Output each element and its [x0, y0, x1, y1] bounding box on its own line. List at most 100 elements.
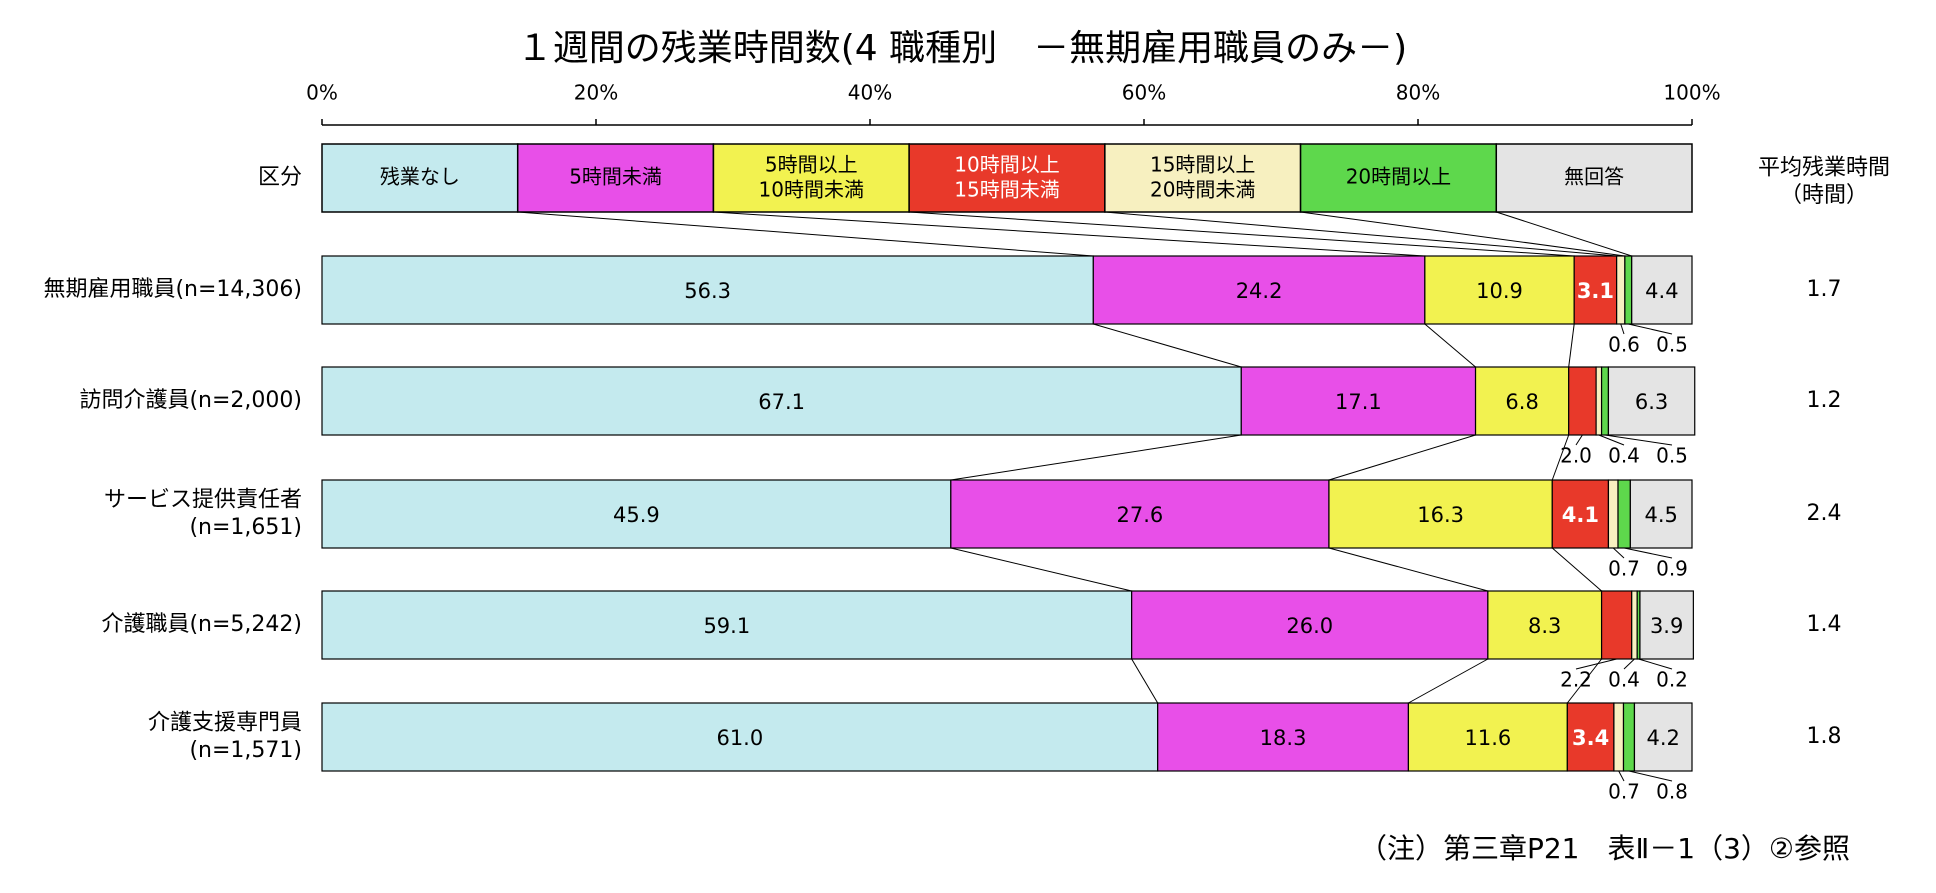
- bar-segment: [950, 479, 1330, 549]
- connector: [1328, 434, 1476, 481]
- value-label: 3.1: [1577, 279, 1614, 303]
- bar-segment: [1600, 366, 1610, 436]
- connector: [713, 211, 1425, 257]
- bar-segment: [1600, 590, 1633, 660]
- legend-entry: 15時間以上 20時間未満: [1150, 152, 1255, 201]
- value-label: 10.9: [1476, 279, 1523, 303]
- leader-line: [1598, 434, 1625, 446]
- legend-entry: 20時間以上: [1346, 165, 1451, 189]
- y-tick-label: 介護職員(n=5,242): [101, 612, 302, 637]
- average-value: 1.8: [1807, 724, 1842, 749]
- bar-segment: [1607, 366, 1696, 436]
- leader-line: [1638, 658, 1673, 670]
- bar-segment: [1328, 479, 1553, 549]
- leader-line: [1624, 547, 1673, 559]
- average-value: 2.4: [1807, 501, 1842, 526]
- leader-line: [1623, 658, 1635, 670]
- value-label: 16.3: [1417, 503, 1464, 527]
- connector: [1496, 211, 1632, 257]
- value-label: 0.5: [1656, 333, 1688, 357]
- value-label: 61.0: [716, 726, 763, 750]
- bar-segment: [1622, 702, 1636, 772]
- x-tick-label: 60%: [1122, 81, 1166, 105]
- legend-swatch: [1495, 143, 1693, 213]
- value-label: 26.0: [1286, 614, 1333, 638]
- bar-segment: [1092, 255, 1426, 325]
- value-label: 3.9: [1650, 614, 1683, 638]
- connector: [1093, 323, 1242, 368]
- legend-entry: 5時間以上 10時間未満: [759, 152, 864, 201]
- legend-swatch: [321, 143, 519, 213]
- value-label: 6.3: [1635, 390, 1668, 414]
- value-label: 2.2: [1560, 668, 1592, 692]
- x-tick-label: 80%: [1396, 81, 1440, 105]
- averages-header: 平均残業時間（時間）: [1758, 155, 1890, 208]
- legend-swatch: [1104, 143, 1302, 213]
- legend-entry: 10時間以上 15時間未満: [954, 152, 1059, 201]
- value-label: 45.9: [613, 503, 660, 527]
- value-label: 0.4: [1608, 444, 1640, 468]
- connector: [1551, 547, 1602, 592]
- bar-segment: [1240, 366, 1477, 436]
- legend-swatch: [908, 143, 1106, 213]
- connector: [950, 547, 1132, 592]
- value-label: 18.3: [1260, 726, 1307, 750]
- bar-segment: [1568, 366, 1597, 436]
- connector: [1104, 211, 1617, 257]
- bar-segment: [1551, 479, 1610, 549]
- legend-swatch: [516, 143, 715, 213]
- bar-segment: [1424, 255, 1575, 325]
- bar-segment: [1595, 366, 1603, 436]
- value-label: 0.4: [1608, 668, 1640, 692]
- bar-segment: [1474, 366, 1570, 436]
- value-label: 8.3: [1528, 614, 1561, 638]
- legend-entry: 残業なし: [380, 165, 460, 189]
- value-label: 0.7: [1608, 780, 1640, 804]
- value-label: 67.1: [758, 390, 805, 414]
- bar-segment: [1639, 590, 1694, 660]
- bar-segment: [1617, 479, 1631, 549]
- bar-segment: [1633, 702, 1693, 772]
- legend-label: 区分: [258, 165, 302, 190]
- leader-line: [1575, 434, 1583, 446]
- bar-segment: [1407, 702, 1568, 772]
- value-label: 4.2: [1647, 726, 1680, 750]
- average-value: 1.2: [1807, 388, 1842, 413]
- leader-line: [1612, 547, 1625, 559]
- connector: [517, 211, 1094, 257]
- value-label: 2.0: [1560, 444, 1592, 468]
- bar-segment: [321, 702, 1159, 772]
- connector: [1568, 323, 1575, 368]
- leader-line: [1620, 323, 1625, 335]
- legend-entry: 無回答: [1564, 165, 1624, 189]
- x-tick-label: 20%: [574, 81, 618, 105]
- value-label: 0.2: [1656, 668, 1688, 692]
- leader-line: [1628, 323, 1673, 335]
- connector: [1300, 211, 1625, 257]
- connector: [1424, 323, 1476, 368]
- leader-line: [1628, 770, 1673, 782]
- x-tick-label: 40%: [848, 81, 892, 105]
- leader-line: [1604, 434, 1673, 446]
- connector: [1551, 434, 1570, 481]
- bar-segment: [321, 366, 1242, 436]
- bar-segment: [321, 590, 1133, 660]
- bar-segment: [1629, 479, 1693, 549]
- connector: [1566, 658, 1602, 704]
- value-label: 0.7: [1608, 557, 1640, 581]
- leader-line: [1618, 770, 1625, 782]
- value-label: 0.8: [1656, 780, 1688, 804]
- leader-line: [1575, 658, 1617, 670]
- value-label: 59.1: [703, 614, 750, 638]
- bar-segment: [1487, 590, 1603, 660]
- value-label: 6.8: [1505, 390, 1538, 414]
- value-label: 4.4: [1645, 279, 1678, 303]
- bar-segment: [1631, 590, 1638, 660]
- bar-segment: [1631, 255, 1693, 325]
- bar-segment: [321, 479, 952, 549]
- connector: [1328, 547, 1489, 592]
- x-tick-label: 100%: [1663, 81, 1720, 105]
- value-label: 56.3: [684, 279, 731, 303]
- y-tick-label: 訪問介護員(n=2,000): [79, 388, 302, 413]
